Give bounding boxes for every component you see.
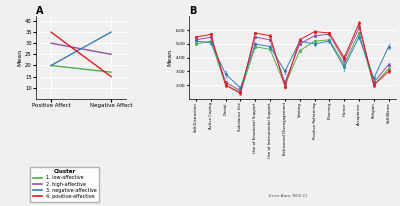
Text: A: A xyxy=(36,6,44,16)
Legend: 1. low-affective, 2. high-affective, 3. negative-affective, 4. positive-affectiv: 1. low-affective, 2. high-affective, 3. … xyxy=(30,167,99,201)
Text: Error Bars: 95% CI: Error Bars: 95% CI xyxy=(269,194,307,198)
Text: B: B xyxy=(189,6,196,16)
Y-axis label: Mean: Mean xyxy=(168,49,173,66)
Y-axis label: Mean: Mean xyxy=(17,49,22,66)
